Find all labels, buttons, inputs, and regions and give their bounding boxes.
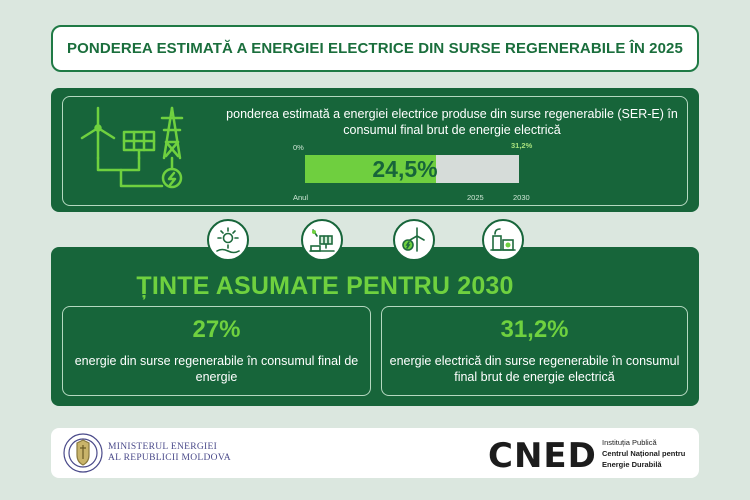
ministry-line-2: AL REPUBLICII MOLDOVA xyxy=(108,453,231,463)
progress-bar-fill xyxy=(305,155,437,183)
wind-turbine-icon xyxy=(393,219,435,261)
targets-heading: ȚINTE ASUMATE PENTRU 2030 xyxy=(136,272,514,300)
solar-panel-icon-svg xyxy=(309,229,335,252)
year-current-label: 2025 xyxy=(467,193,484,202)
target-description: energie electrică din surse regenerabile… xyxy=(389,354,680,384)
cned-line-3: Energie Durabilă xyxy=(602,460,662,469)
cned-line-1: Instituția Publică xyxy=(602,438,657,447)
solar-sun-icon xyxy=(207,219,249,261)
moldova-coat-of-arms-icon xyxy=(63,433,103,473)
bar-start-label: 0% xyxy=(293,143,304,152)
estimate-panel xyxy=(51,88,699,212)
estimate-inner-frame xyxy=(62,96,688,206)
year-axis-label: Anul xyxy=(293,193,309,202)
target-card-renewable-energy: 27% energie din surse regenerabile în co… xyxy=(62,306,371,396)
title-box: PONDEREA ESTIMATĂ A ENERGIEI ELECTRICE D… xyxy=(51,25,699,72)
year-target-label: 2030 xyxy=(513,193,530,202)
page-title: PONDEREA ESTIMATĂ A ENERGIEI ELECTRICE D… xyxy=(67,40,683,57)
solar-panel-icon xyxy=(301,219,343,261)
progress-bar-track xyxy=(305,155,519,183)
wind-turbine-icon-svg xyxy=(402,227,425,252)
cned-logo-text: CNED xyxy=(488,436,597,476)
cned-logo: CNED xyxy=(488,436,597,476)
target-value: 27% xyxy=(192,316,241,343)
solar-sun-icon-svg xyxy=(216,227,240,254)
target-value: 31,2% xyxy=(500,316,569,343)
targets-panel xyxy=(51,247,699,406)
factory-icon xyxy=(482,219,524,261)
ministry-line-1: MINISTERUL ENERGIEI xyxy=(108,442,218,452)
progress-bar-value: 24,5% xyxy=(372,155,438,182)
footer xyxy=(51,428,699,478)
ministry-name: MINISTERUL ENERGIEI AL REPUBLICII MOLDOV… xyxy=(108,442,231,464)
bar-target-label: 31,2% xyxy=(511,141,533,150)
estimate-description: ponderea estimată a energiei electrice p… xyxy=(226,107,678,137)
cned-line-2: Centrul Național pentru xyxy=(602,449,686,458)
target-card-renewable-electricity: 31,2% energie electrică din surse regene… xyxy=(381,306,688,396)
factory-icon-svg xyxy=(490,228,516,251)
renewable-grid-icon xyxy=(80,106,184,189)
target-description: energie din surse regenerabile în consum… xyxy=(74,354,359,384)
cned-institution: Instituția Publică Centrul Național pent… xyxy=(602,437,685,470)
